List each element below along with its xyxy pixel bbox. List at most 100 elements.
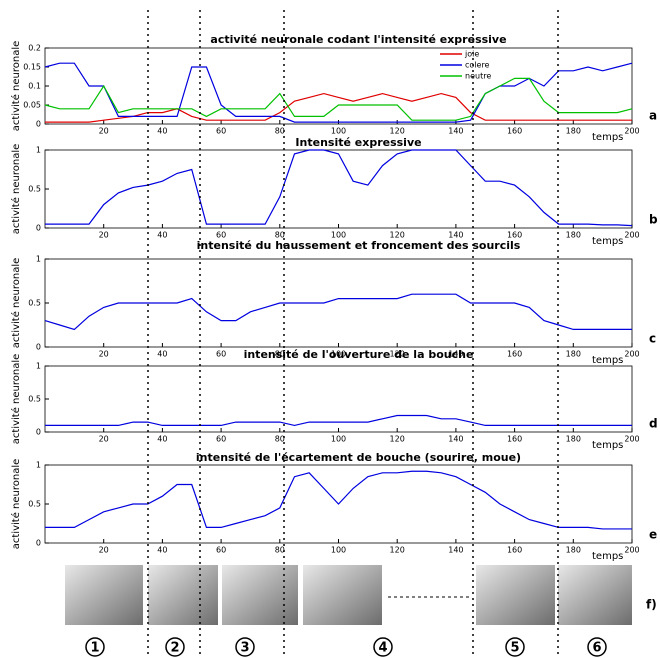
x-tick-label: 80 xyxy=(275,350,285,359)
y-axis-label: activité neuronale xyxy=(10,354,22,445)
x-tick-label: 160 xyxy=(507,127,522,136)
x-tick-label: 40 xyxy=(157,435,167,444)
panel-label: a xyxy=(649,109,657,123)
data-line xyxy=(45,92,632,123)
step-number: 4 xyxy=(378,641,387,656)
data-line xyxy=(45,470,632,530)
x-tick-label: 180 xyxy=(566,127,581,136)
legend-label: neutre xyxy=(465,72,491,81)
x-tick-label: 60 xyxy=(216,435,226,444)
y-axis-label: activité neuronale xyxy=(10,41,22,132)
x-tick-label: 100 xyxy=(331,435,346,444)
x-tick-label: 200 xyxy=(624,231,639,240)
x-tick-label: 120 xyxy=(390,546,405,555)
face-photo xyxy=(558,565,632,625)
x-tick-label: 40 xyxy=(157,546,167,555)
y-tick-label: 0.1 xyxy=(28,82,41,91)
x-tick-label: 100 xyxy=(331,231,346,240)
x-tick-label: 180 xyxy=(566,350,581,359)
y-tick-label: 0.5 xyxy=(28,299,41,308)
x-tick-label: 20 xyxy=(99,546,109,555)
face-photo xyxy=(222,565,298,625)
y-tick-label: 1 xyxy=(36,362,41,371)
face-photo xyxy=(476,565,555,625)
legend-label: joie xyxy=(464,50,479,59)
y-tick-label: 0.15 xyxy=(23,63,41,72)
x-tick-label: 60 xyxy=(216,350,226,359)
x-tick-label: 200 xyxy=(624,350,639,359)
panel-label: f) xyxy=(646,598,657,612)
step-number: 6 xyxy=(592,641,601,656)
data-line xyxy=(44,293,632,331)
legend-label: colere xyxy=(465,61,490,70)
y-tick-label: 0.5 xyxy=(28,395,41,404)
chart-title: activité neuronale codant l'intensité ex… xyxy=(210,33,506,46)
x-tick-label: 200 xyxy=(624,435,639,444)
y-tick-label: 1 xyxy=(36,146,41,155)
x-axis-label: temps xyxy=(592,440,623,451)
x-tick-label: 120 xyxy=(390,435,405,444)
step-number: 1 xyxy=(90,641,99,656)
step-circle xyxy=(587,637,607,657)
x-axis-label: temps xyxy=(592,236,623,247)
data-line xyxy=(44,62,633,123)
y-tick-label: 0 xyxy=(36,224,41,233)
y-axis-label: activité neuronale xyxy=(10,144,22,235)
face-photo xyxy=(65,565,143,625)
x-tick-label: 140 xyxy=(448,546,463,555)
y-tick-label: 0 xyxy=(36,343,41,352)
x-tick-label: 60 xyxy=(216,127,226,136)
x-tick-label: 120 xyxy=(390,350,405,359)
data-line xyxy=(44,77,633,121)
panel-label: c xyxy=(649,332,656,346)
x-tick-label: 180 xyxy=(566,435,581,444)
step-circle xyxy=(85,637,105,657)
face-photo xyxy=(303,565,382,625)
y-tick-label: 0.5 xyxy=(28,185,41,194)
x-tick-label: 20 xyxy=(99,231,109,240)
y-axis-label: activité neuronale xyxy=(10,258,22,349)
x-tick-label: 80 xyxy=(275,435,285,444)
panel-label: b xyxy=(649,213,658,227)
x-tick-label: 120 xyxy=(390,127,405,136)
x-axis-label: temps xyxy=(592,551,623,562)
x-tick-label: 160 xyxy=(507,350,522,359)
step-number: 2 xyxy=(170,641,179,656)
x-tick-label: 140 xyxy=(448,435,463,444)
x-tick-label: 20 xyxy=(99,127,109,136)
x-tick-label: 20 xyxy=(99,435,109,444)
x-tick-label: 100 xyxy=(331,350,346,359)
chart-title: intensité du haussement et froncement de… xyxy=(197,239,521,252)
x-tick-label: 180 xyxy=(566,546,581,555)
x-tick-label: 140 xyxy=(448,127,463,136)
y-tick-label: 0 xyxy=(36,539,41,548)
x-tick-label: 180 xyxy=(566,231,581,240)
y-tick-label: 0 xyxy=(36,120,41,129)
plot-frame xyxy=(44,149,633,229)
x-tick-label: 20 xyxy=(99,350,109,359)
x-tick-label: 80 xyxy=(275,127,285,136)
x-tick-label: 80 xyxy=(275,231,285,240)
y-tick-label: 0 xyxy=(36,428,41,437)
data-line xyxy=(45,414,632,427)
x-tick-label: 200 xyxy=(624,546,639,555)
step-circle xyxy=(505,637,525,657)
x-tick-label: 160 xyxy=(507,435,522,444)
face-photo xyxy=(148,565,218,625)
panel-label: e xyxy=(649,528,657,542)
step-circle xyxy=(373,637,393,657)
x-tick-label: 140 xyxy=(448,231,463,240)
x-tick-label: 200 xyxy=(624,127,639,136)
y-tick-label: 1 xyxy=(36,255,41,264)
x-axis-label: temps xyxy=(592,132,623,143)
chart-title: intensité de l'ouverture de la bouche xyxy=(244,348,474,361)
x-tick-label: 60 xyxy=(216,231,226,240)
x-tick-label: 40 xyxy=(157,350,167,359)
x-tick-label: 40 xyxy=(157,127,167,136)
x-axis-label: temps xyxy=(592,355,623,366)
step-number: 5 xyxy=(510,641,519,656)
x-tick-label: 120 xyxy=(390,231,405,240)
x-tick-label: 40 xyxy=(157,231,167,240)
panel-label: d xyxy=(649,417,658,431)
